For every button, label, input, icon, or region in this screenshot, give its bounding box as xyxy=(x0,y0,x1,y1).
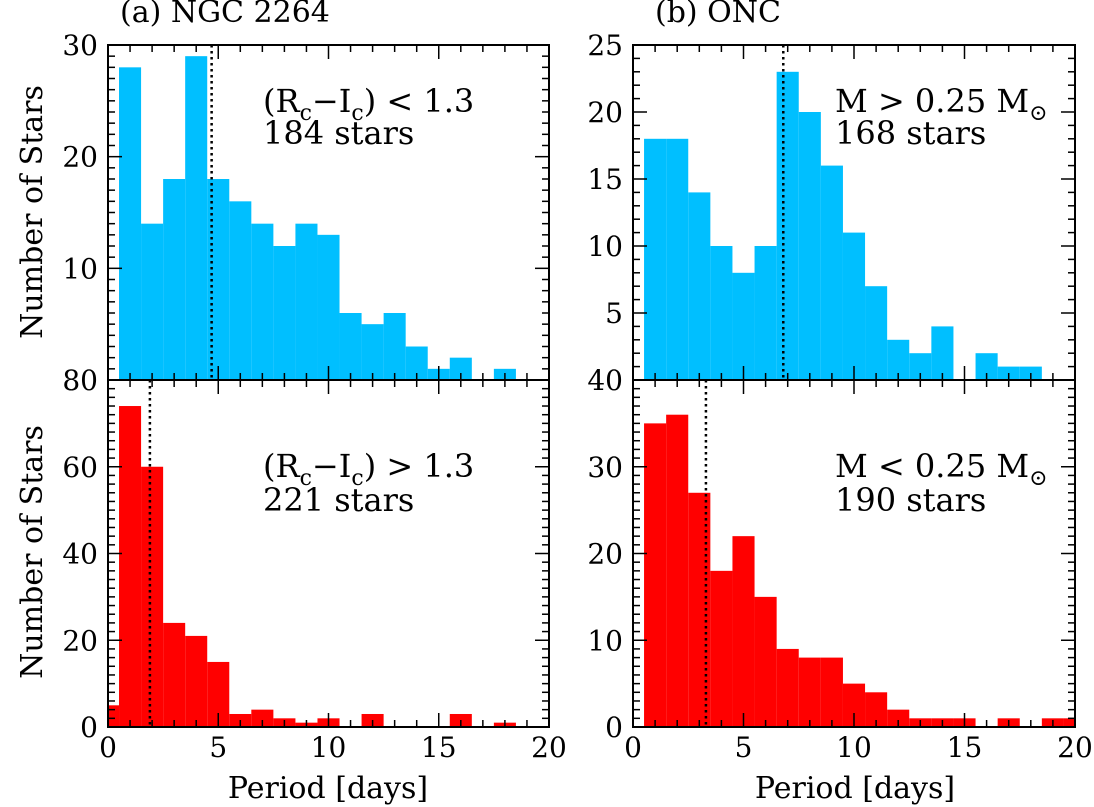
histogram-bar xyxy=(865,692,888,727)
x-axis-label-left: Period [days] xyxy=(228,771,428,806)
histogram-bar xyxy=(119,406,142,727)
y-tick-label: 10 xyxy=(587,624,623,657)
y-tick-label: 60 xyxy=(62,451,98,484)
x-axis-label-right: Period [days] xyxy=(755,771,955,806)
x-tick-label: 15 xyxy=(421,731,457,764)
histogram-bar xyxy=(163,179,186,380)
y-tick-label: 0 xyxy=(80,711,98,744)
panel-b-title: (b) ONC xyxy=(655,0,781,30)
histogram-bar xyxy=(317,234,340,380)
histogram-bar xyxy=(842,232,866,380)
histogram-bar xyxy=(710,570,733,727)
panel-annotation: (Rc−Ic) < 1.3 xyxy=(263,82,474,126)
y-tick-label: 0 xyxy=(605,711,623,744)
x-tick-label: 20 xyxy=(531,731,567,764)
panel-a-title: (a) NGC 2264 xyxy=(120,0,330,30)
histogram-bar xyxy=(865,286,888,380)
histogram-bar xyxy=(798,112,821,380)
panel-star-count: 221 stars xyxy=(263,481,414,519)
y-tick-label: 40 xyxy=(62,538,98,571)
histogram-bar xyxy=(776,71,799,381)
histogram-bar xyxy=(887,709,910,727)
histogram-bar xyxy=(776,648,799,727)
histogram-bar xyxy=(295,223,318,380)
y-tick-label: 20 xyxy=(587,538,623,571)
histogram-bar xyxy=(909,353,932,380)
x-tick-label: 5 xyxy=(735,731,753,764)
histogram-bar xyxy=(975,353,998,380)
histogram-bar xyxy=(666,138,689,380)
histogram-bar xyxy=(207,179,230,380)
histogram-bar xyxy=(732,536,755,727)
x-tick-label: 15 xyxy=(947,731,983,764)
y-tick-label: 10 xyxy=(62,252,98,285)
y-tick-label: 20 xyxy=(587,96,623,129)
histogram-bar xyxy=(251,709,274,727)
panel-annotation: (Rc−Ic) > 1.3 xyxy=(263,447,474,491)
histogram-bar xyxy=(688,192,711,380)
histogram-bar xyxy=(361,324,384,380)
histogram-bar xyxy=(820,657,843,727)
panel-star-count: 190 stars xyxy=(835,481,986,519)
histogram-bar xyxy=(1063,718,1075,727)
histogram-bar xyxy=(754,246,777,380)
x-tick-label: 10 xyxy=(836,731,872,764)
y-tick-label: 10 xyxy=(587,230,623,263)
y-tick-label: 40 xyxy=(587,364,623,397)
x-tick-label: 10 xyxy=(311,731,347,764)
histogram-bar xyxy=(383,313,406,380)
histogram-bar xyxy=(754,596,777,727)
histogram-bar xyxy=(251,223,274,380)
x-tick-label: 0 xyxy=(99,731,117,764)
x-tick-label: 20 xyxy=(1057,731,1093,764)
histogram-bar xyxy=(273,246,296,380)
histogram-bar xyxy=(710,246,733,380)
histogram-bar xyxy=(887,339,910,380)
y-axis-label-bottom: Number of Stars xyxy=(15,425,50,679)
histogram-bar xyxy=(141,223,164,380)
panel-star-count: 168 stars xyxy=(835,114,986,152)
histogram-bar xyxy=(185,56,208,381)
panel-onc-red: 0 5 10 15 20 0 10 20 30 40 M < 0.25 M⊙190 stars xyxy=(587,364,1092,764)
histogram-bar xyxy=(931,326,954,380)
panel-frame xyxy=(107,379,550,728)
histogram-bar xyxy=(644,138,667,380)
y-tick-label: 20 xyxy=(62,141,98,174)
x-tick-label: 5 xyxy=(209,731,227,764)
y-tick-label: 25 xyxy=(587,29,623,62)
histogram-bar xyxy=(449,357,472,380)
panel-annotation: M < 0.25 M⊙ xyxy=(835,447,1048,491)
histogram-bar xyxy=(798,657,821,727)
histogram-bar xyxy=(119,67,142,380)
histogram-bar xyxy=(229,201,252,380)
histogram-bar xyxy=(207,661,230,727)
histogram-bar xyxy=(405,346,428,380)
histogram-bar xyxy=(842,683,866,727)
histogram-bar xyxy=(644,423,667,727)
y-tick-label: 30 xyxy=(587,451,623,484)
histogram-bar xyxy=(185,635,208,727)
y-tick-label: 20 xyxy=(62,624,98,657)
x-tick-label: 0 xyxy=(624,731,642,764)
panel-annotation: M > 0.25 M⊙ xyxy=(835,82,1048,126)
histogram-bar xyxy=(339,313,362,380)
panel-onc-blue: 5 10 15 20 25 M > 0.25 M⊙168 stars xyxy=(587,29,1076,381)
panel-frame xyxy=(632,379,1076,728)
y-tick-label: 30 xyxy=(62,29,98,62)
panel-star-count: 184 stars xyxy=(263,114,414,152)
histogram-bar xyxy=(141,466,164,727)
y-tick-label: 80 xyxy=(62,364,98,397)
y-axis-label-top: Number of Stars xyxy=(15,85,50,339)
histogram-bar xyxy=(163,622,186,727)
histogram-bar xyxy=(108,705,120,727)
histogram-bar xyxy=(666,414,689,727)
y-tick-label: 15 xyxy=(587,163,623,196)
y-tick-label: 5 xyxy=(605,297,623,330)
histogram-bar xyxy=(732,272,755,380)
histogram-bar xyxy=(820,165,843,380)
